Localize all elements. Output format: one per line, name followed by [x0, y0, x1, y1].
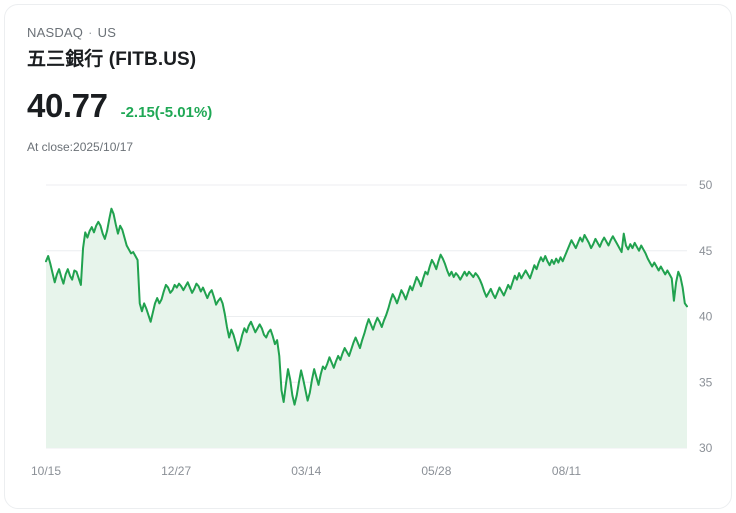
price-row: 40.77 -2.15(-5.01%): [27, 88, 731, 124]
page-title: 五三銀行 (FITB.US): [27, 49, 197, 70]
chart-x-axis-labels: 10/15 12/27 03/14 05/28 08/11: [31, 464, 581, 478]
chart-line: [45, 207, 688, 406]
price-chart-svg[interactable]: 50 45 40 35 30 10/15 12/27 03/14 05/28 08/11: [5, 168, 732, 488]
x-axis-tick-label: 08/11: [552, 464, 581, 478]
market-status: At close:2025/10/17: [27, 140, 134, 154]
exchange-line: NASDAQ · US: [27, 25, 731, 41]
x-axis-tick-label: 10/15: [31, 464, 61, 478]
exchange-region: US: [97, 25, 117, 40]
exchange-name: NASDAQ: [27, 25, 84, 40]
x-axis-tick-label: 12/27: [161, 464, 191, 478]
y-axis-tick-label: 40: [699, 310, 713, 324]
y-axis-tick-label: 30: [699, 441, 713, 455]
stock-quote-card: NASDAQ · US 五三銀行 (FITB.US) 40.77 -2.15(-5.…: [4, 4, 732, 509]
y-axis-tick-label: 50: [699, 178, 713, 192]
chart-y-axis-labels: 50 45 40 35 30: [699, 178, 713, 455]
current-price: 40.77: [27, 87, 108, 124]
x-axis-tick-label: 03/14: [291, 464, 321, 478]
y-axis-tick-label: 45: [699, 244, 713, 258]
quote-header: NASDAQ · US 五三銀行 (FITB.US) 40.77 -2.15(-5.…: [5, 5, 731, 155]
exchange-separator: ·: [88, 25, 93, 40]
price-chart[interactable]: 50 45 40 35 30 10/15 12/27 03/14 05/28 08/11: [5, 168, 732, 488]
y-axis-tick-label: 35: [699, 375, 713, 389]
x-axis-tick-label: 05/28: [421, 464, 451, 478]
price-change: -2.15(-5.01%): [120, 104, 213, 121]
